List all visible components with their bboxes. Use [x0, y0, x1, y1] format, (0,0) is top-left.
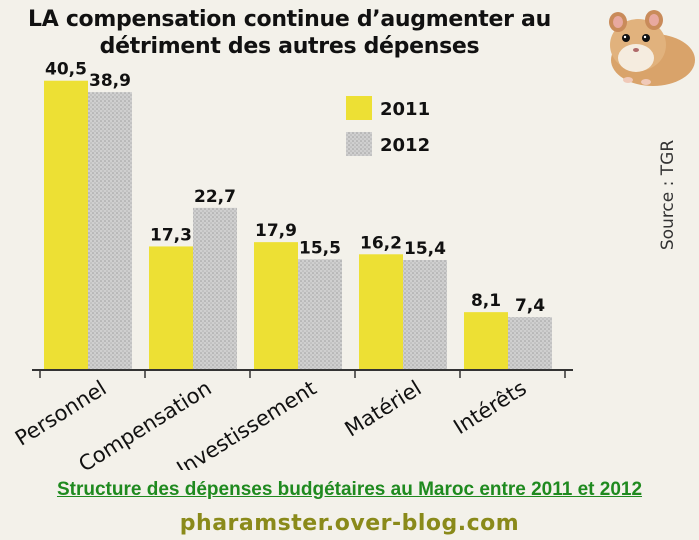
data-label-2011-compensation: 17,3	[150, 225, 192, 245]
data-label-2011-intérêts: 8,1	[471, 291, 501, 311]
bar-2011-investissement	[254, 242, 298, 370]
bar-2012-investissement	[298, 259, 342, 370]
data-label-2011-personnel: 40,5	[45, 60, 87, 80]
bar-2012-matériel	[403, 260, 447, 370]
bar-2011-personnel	[44, 80, 88, 370]
chart-title-line-1: LA compensation continue d’augmenter au	[28, 7, 551, 32]
source-note: Source : TGR	[658, 139, 678, 251]
legend-label-2012: 2012	[380, 135, 430, 156]
category-label-4: Intérêts	[449, 376, 530, 439]
data-label-2012-compensation: 22,7	[194, 187, 236, 207]
data-label-2012-intérêts: 7,4	[515, 296, 545, 316]
chart-title-line-2: détriment des autres dépenses	[99, 34, 480, 59]
category-label-0: Personnel	[11, 376, 111, 451]
bar-2012-personnel	[88, 92, 132, 371]
blog-watermark: pharamster.over-blog.com	[179, 511, 520, 536]
legend-label-2011: 2011	[380, 99, 430, 120]
legend-swatch-2012	[346, 132, 372, 156]
data-label-2011-matériel: 16,2	[360, 233, 402, 253]
bar-2012-intérêts	[508, 317, 552, 370]
data-label-2011-investissement: 17,9	[255, 221, 297, 241]
data-label-2012-matériel: 15,4	[404, 239, 446, 259]
category-label-3: Matériel	[341, 376, 426, 442]
data-label-2012-personnel: 38,9	[89, 71, 131, 91]
bar-2011-compensation	[149, 246, 193, 370]
bar-2011-intérêts	[464, 312, 508, 370]
figure-caption: Structure des dépenses budgétaires au Ma…	[56, 479, 643, 500]
data-label-2012-investissement: 15,5	[299, 238, 341, 258]
hamster-icon	[609, 10, 695, 86]
legend-swatch-2011	[346, 96, 372, 120]
bar-chart: 40,538,9 17,322,7 17,915,5 16,2 15,4 8,1 7,4 P…	[11, 60, 573, 470]
bar-2012-compensation	[193, 207, 237, 370]
bar-2011-matériel	[359, 254, 403, 370]
